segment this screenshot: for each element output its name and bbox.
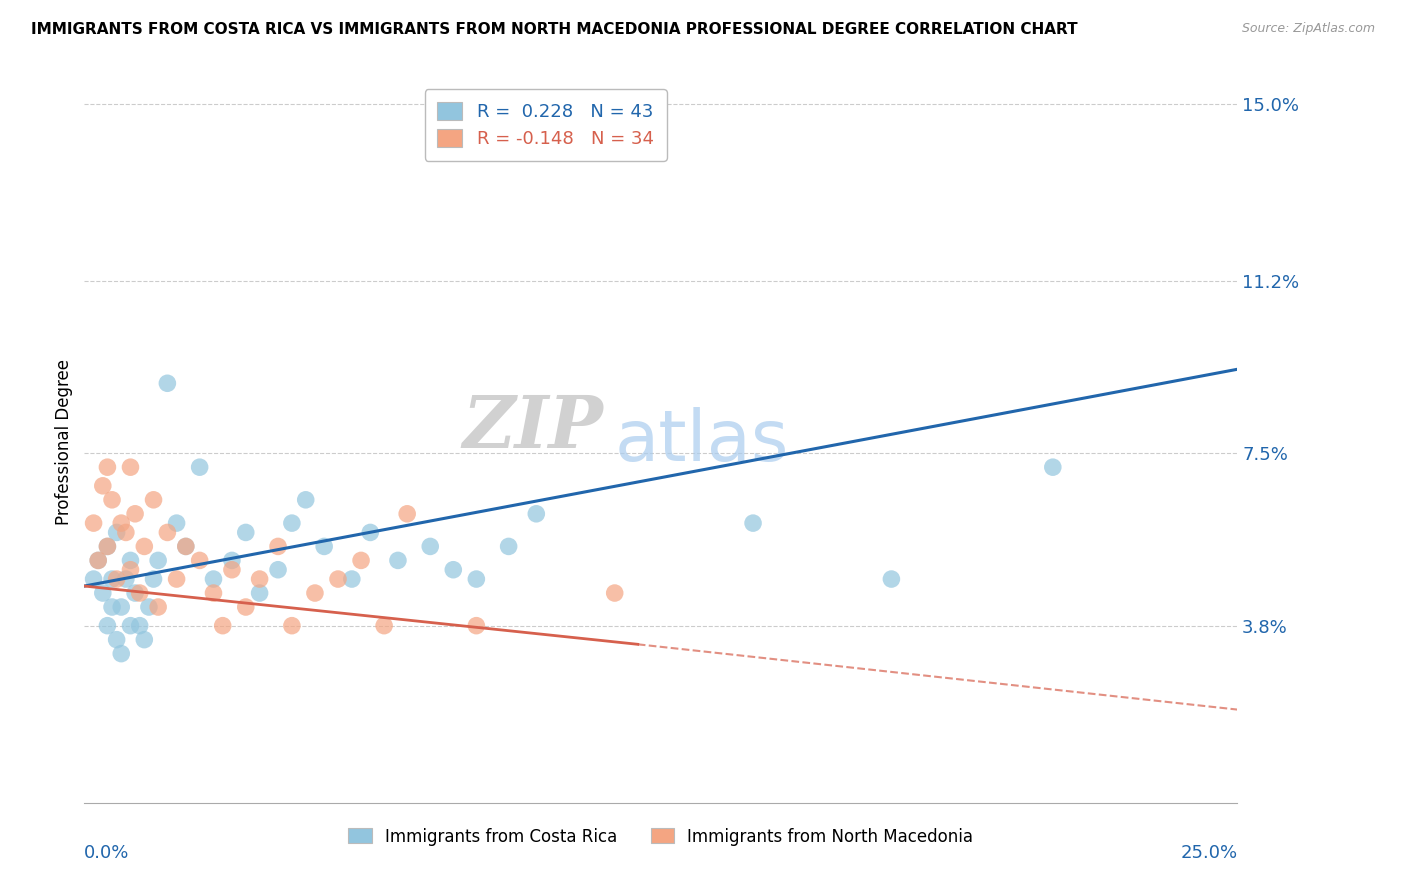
Point <box>83 516 105 530</box>
Point <box>91 479 114 493</box>
Point <box>202 586 225 600</box>
Point <box>166 516 188 530</box>
Point <box>101 492 124 507</box>
Point <box>340 572 363 586</box>
Point <box>87 553 110 567</box>
Point <box>396 507 419 521</box>
Point <box>96 618 118 632</box>
Point <box>120 618 142 632</box>
Legend: Immigrants from Costa Rica, Immigrants from North Macedonia: Immigrants from Costa Rica, Immigrants f… <box>342 821 980 852</box>
Point <box>101 600 124 615</box>
Point <box>202 572 225 586</box>
Point <box>235 525 257 540</box>
Point <box>101 572 124 586</box>
Point <box>156 525 179 540</box>
Point <box>96 540 118 554</box>
Point <box>221 553 243 567</box>
Point <box>267 563 290 577</box>
Point <box>83 572 105 586</box>
Point <box>441 563 464 577</box>
Point <box>124 507 146 521</box>
Point <box>387 553 409 567</box>
Point <box>188 460 211 475</box>
Point <box>120 460 142 475</box>
Point <box>128 618 150 632</box>
Point <box>326 572 349 586</box>
Point <box>124 586 146 600</box>
Text: 0.0%: 0.0% <box>84 845 129 863</box>
Point <box>105 632 128 647</box>
Point <box>211 618 233 632</box>
Point <box>419 540 441 554</box>
Point <box>96 540 118 554</box>
Point <box>174 540 197 554</box>
Point <box>281 516 304 530</box>
Point <box>294 492 316 507</box>
Point <box>742 516 765 530</box>
Point <box>110 516 132 530</box>
Point <box>110 600 132 615</box>
Point <box>142 572 165 586</box>
Y-axis label: Professional Degree: Professional Degree <box>55 359 73 524</box>
Point <box>603 586 626 600</box>
Point <box>359 525 381 540</box>
Point <box>134 540 156 554</box>
Point <box>880 572 903 586</box>
Point <box>188 553 211 567</box>
Point <box>120 563 142 577</box>
Point <box>120 553 142 567</box>
Point <box>142 492 165 507</box>
Point <box>249 586 271 600</box>
Point <box>105 525 128 540</box>
Point <box>174 540 197 554</box>
Point <box>128 586 150 600</box>
Point <box>465 572 488 586</box>
Point <box>235 600 257 615</box>
Point <box>498 540 520 554</box>
Point <box>350 553 373 567</box>
Point <box>281 618 304 632</box>
Text: 25.0%: 25.0% <box>1180 845 1237 863</box>
Point <box>115 572 138 586</box>
Point <box>115 525 138 540</box>
Point <box>465 618 488 632</box>
Point <box>96 460 118 475</box>
Text: Source: ZipAtlas.com: Source: ZipAtlas.com <box>1241 22 1375 36</box>
Point <box>110 647 132 661</box>
Point <box>146 553 169 567</box>
Point <box>138 600 160 615</box>
Point <box>166 572 188 586</box>
Point <box>91 586 114 600</box>
Text: ZIP: ZIP <box>463 392 603 463</box>
Point <box>373 618 395 632</box>
Point <box>134 632 156 647</box>
Point <box>267 540 290 554</box>
Point <box>87 553 110 567</box>
Point <box>249 572 271 586</box>
Text: IMMIGRANTS FROM COSTA RICA VS IMMIGRANTS FROM NORTH MACEDONIA PROFESSIONAL DEGRE: IMMIGRANTS FROM COSTA RICA VS IMMIGRANTS… <box>31 22 1077 37</box>
Point <box>221 563 243 577</box>
Point <box>105 572 128 586</box>
Point <box>146 600 169 615</box>
Point <box>1042 460 1064 475</box>
Point <box>156 376 179 391</box>
Point <box>304 586 326 600</box>
Point <box>314 540 336 554</box>
Point <box>524 507 547 521</box>
Text: atlas: atlas <box>614 407 789 476</box>
